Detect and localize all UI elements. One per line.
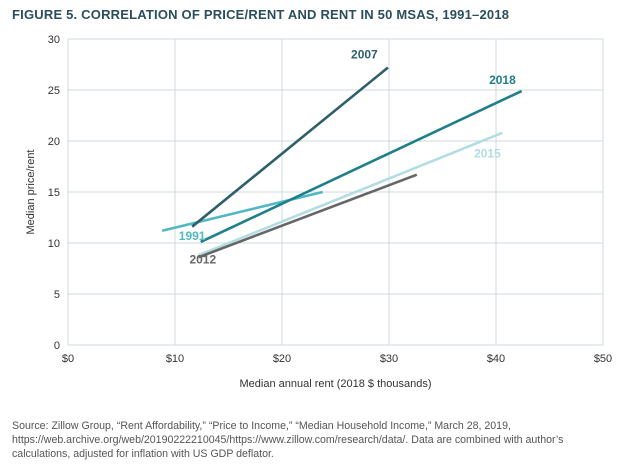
series-label-1991: 1991 — [179, 229, 206, 243]
series-line-2015 — [198, 131, 503, 257]
line-chart: $0 $10 $20 $30 $40 $50 0 5 10 15 20 25 30 1991 2015 20… — [25, 34, 612, 390]
series-line-2018 — [200, 89, 523, 244]
series-label-2018: 2018 — [489, 73, 516, 87]
x-tick-label: $40 — [487, 353, 505, 365]
axis-ticks: $0 $10 $20 $30 $40 $50 0 5 10 15 20 25 30 — [48, 34, 612, 365]
y-tick-label: 5 — [54, 289, 60, 301]
x-tick-label: $30 — [380, 353, 398, 365]
x-tick-label: $0 — [62, 353, 74, 365]
y-tick-label: 10 — [48, 238, 60, 250]
source-note: Source: Zillow Group, “Rent Affordabilit… — [12, 420, 564, 460]
y-tick-label: 20 — [48, 136, 60, 148]
x-tick-label: $10 — [166, 353, 184, 365]
x-axis-title: Median annual rent (2018 $ thousands) — [239, 378, 431, 390]
x-tick-label: $20 — [273, 353, 291, 365]
y-tick-label: 30 — [48, 34, 60, 46]
y-tick-label: 25 — [48, 85, 60, 97]
series-label-2007: 2007 — [351, 47, 378, 61]
series-label-2015: 2015 — [474, 146, 501, 160]
y-tick-label: 15 — [48, 187, 60, 199]
series-line-2007 — [191, 66, 389, 228]
series-label-2012: 2012 — [189, 252, 216, 266]
series-line-2012 — [198, 173, 418, 259]
series-line-1991 — [161, 190, 323, 233]
y-axis-title: Median price/rent — [25, 150, 37, 235]
y-tick-label: 0 — [54, 340, 60, 352]
chart-series — [161, 66, 523, 259]
series-labels: 1991 2015 2012 2018 2007 — [179, 47, 516, 266]
x-tick-label: $50 — [594, 353, 612, 365]
figure-title: FIGURE 5. CORRELATION OF PRICE/RENT AND … — [12, 7, 510, 22]
chart-grid — [67, 38, 604, 346]
